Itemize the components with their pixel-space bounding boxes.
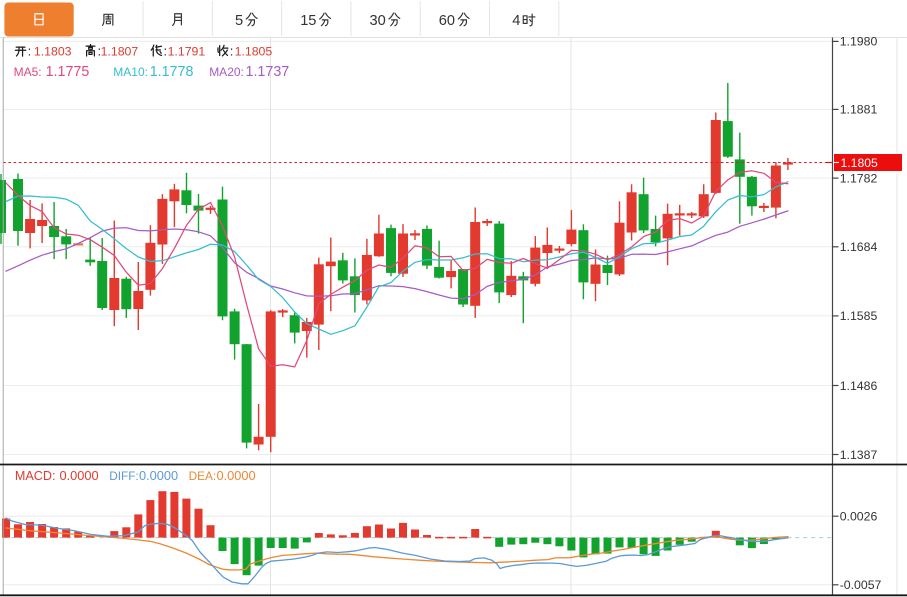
svg-text:0.0000: 0.0000	[60, 468, 99, 483]
svg-text:1.1775: 1.1775	[46, 64, 90, 80]
svg-text:1.1585: 1.1585	[840, 309, 878, 323]
svg-text:1.1803: 1.1803	[34, 45, 72, 59]
svg-text:1.1737: 1.1737	[246, 64, 290, 80]
svg-text:1.1805: 1.1805	[841, 156, 878, 170]
svg-text::: :	[98, 44, 102, 59]
svg-text:-0.0057: -0.0057	[840, 578, 882, 592]
svg-text:1.1387: 1.1387	[840, 448, 878, 462]
svg-text:1.1807: 1.1807	[101, 45, 139, 59]
svg-text:MA10:: MA10:	[113, 65, 148, 79]
svg-text:1.1778: 1.1778	[150, 64, 194, 80]
svg-text:1.1684: 1.1684	[840, 240, 878, 254]
svg-text:30: 30	[370, 13, 386, 29]
svg-text::: :	[28, 44, 32, 59]
svg-text::: :	[230, 44, 234, 59]
svg-text:DEA:: DEA:	[189, 469, 217, 483]
svg-text:MACD:: MACD:	[15, 469, 56, 483]
svg-text:1.1980: 1.1980	[840, 35, 878, 49]
svg-text:4: 4	[512, 13, 520, 29]
svg-text:MA20:: MA20:	[209, 65, 244, 79]
svg-text:60: 60	[439, 13, 455, 29]
svg-text:1.1805: 1.1805	[235, 45, 273, 59]
svg-text:0.0026: 0.0026	[840, 510, 878, 524]
svg-text:1.1791: 1.1791	[168, 45, 206, 59]
svg-text:15: 15	[300, 13, 316, 29]
svg-text::: :	[164, 44, 168, 59]
svg-text:0.0000: 0.0000	[139, 468, 178, 483]
svg-text:1.1782: 1.1782	[840, 171, 878, 185]
svg-text:1.1881: 1.1881	[840, 103, 878, 117]
svg-text:MA5:: MA5:	[14, 65, 42, 79]
svg-text:5: 5	[235, 13, 243, 29]
svg-text:0.0000: 0.0000	[217, 468, 256, 483]
svg-text:DIFF:: DIFF:	[109, 469, 139, 483]
svg-text:1.1486: 1.1486	[840, 379, 878, 393]
